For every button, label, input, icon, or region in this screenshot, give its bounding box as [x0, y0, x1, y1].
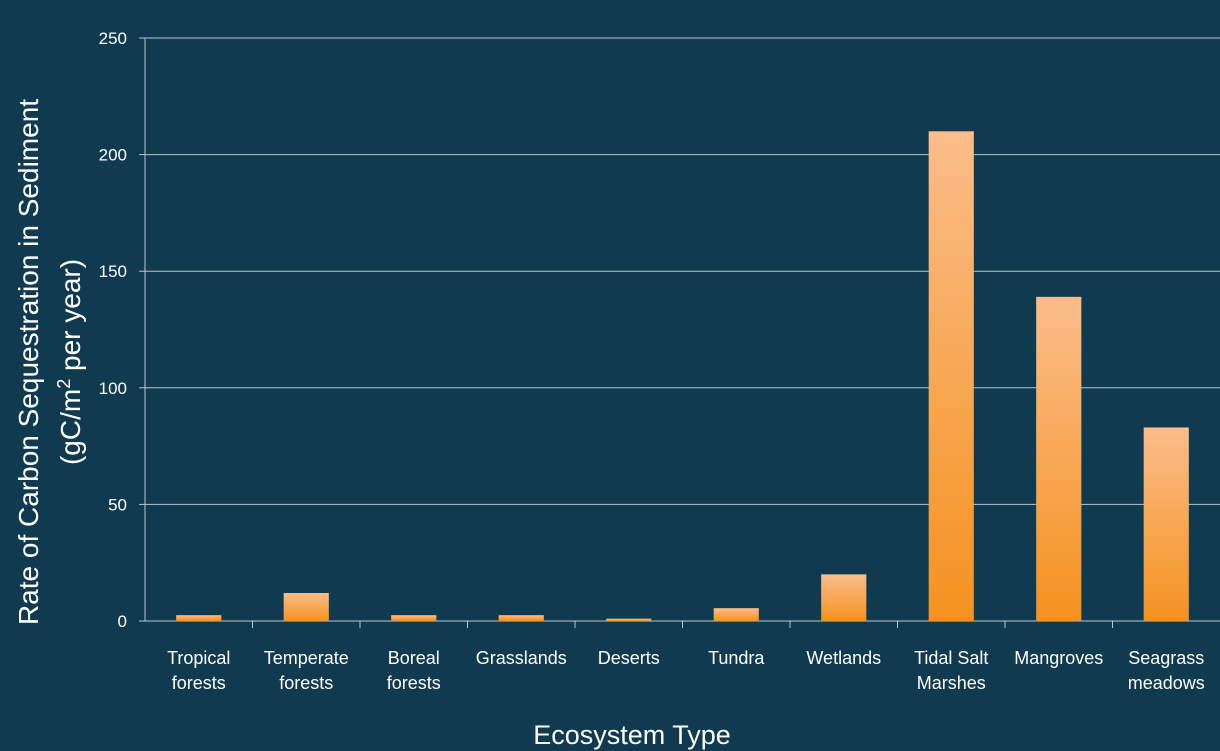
- bar: [283, 593, 329, 621]
- x-tick-label: meadows: [1128, 673, 1205, 693]
- y-tick-label: 150: [99, 262, 127, 281]
- x-tick-label: forests: [279, 673, 333, 693]
- y-axis-title: Rate of Carbon Sequestration in Sediment: [13, 99, 44, 625]
- y-axis-title-line2: (gC/m2 per year): [54, 259, 86, 465]
- x-tick-label: Mangroves: [1014, 648, 1103, 668]
- bar: [1036, 296, 1082, 621]
- y-tick-label: 50: [108, 495, 127, 514]
- bar: [713, 608, 759, 621]
- x-tick-label: Tidal Salt: [914, 648, 988, 668]
- bar: [928, 131, 974, 621]
- y-tick-label: 250: [99, 29, 127, 48]
- y-tick-label: 0: [118, 612, 127, 631]
- x-tick-label: Tundra: [708, 648, 765, 668]
- bar: [1143, 427, 1189, 621]
- x-axis-title: Ecosystem Type: [533, 720, 731, 750]
- bar: [391, 615, 437, 621]
- y-tick-label: 200: [99, 146, 127, 165]
- x-tick-label: Seagrass: [1128, 648, 1204, 668]
- y-tick-label: 100: [99, 379, 127, 398]
- y-axis-unit-prefix: (gC/m: [55, 389, 86, 465]
- y-axis-unit-suffix: per year): [55, 259, 86, 379]
- bar: [176, 615, 222, 621]
- y-tick-labels: 0 50 100 150 200 250: [99, 29, 145, 631]
- x-tick-label: Tropical: [167, 648, 230, 668]
- y-axis-unit-superscript: 2: [54, 379, 74, 389]
- x-tick-label: Deserts: [598, 648, 660, 668]
- x-tick-label: Marshes: [917, 673, 986, 693]
- y-axis-title-line1: Rate of Carbon Sequestration in Sediment: [13, 99, 44, 625]
- x-tick-label: forests: [172, 673, 226, 693]
- x-tick-label: forests: [387, 673, 441, 693]
- x-tick-label: Temperate: [264, 648, 349, 668]
- bar: [498, 615, 544, 621]
- y-axis-subtitle: (gC/m2 per year): [54, 259, 86, 465]
- x-tick-label: Boreal: [388, 648, 440, 668]
- x-tick-labels: Tropical forests Temperate forests Boreal for…: [167, 648, 1205, 693]
- x-tick-label: Grasslands: [476, 648, 567, 668]
- bar: [821, 574, 867, 621]
- bars: [176, 131, 1189, 621]
- bar: [606, 618, 652, 621]
- x-tick-label: Wetlands: [806, 648, 881, 668]
